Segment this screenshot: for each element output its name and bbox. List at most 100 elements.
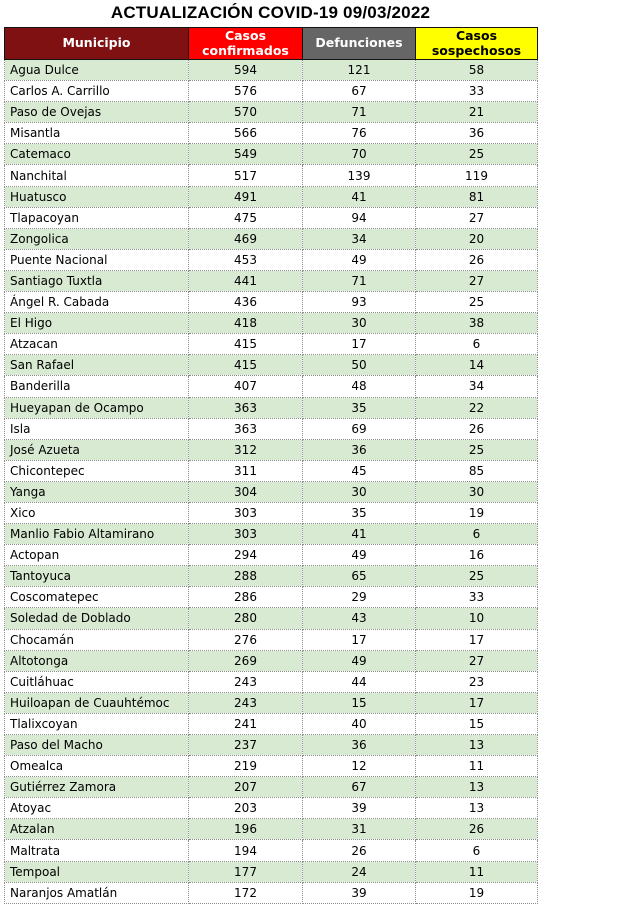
table-row: Omealca 219 12 11 xyxy=(4,755,538,778)
cell-defunciones: 43 xyxy=(302,607,416,630)
cell-sospechosos: 6 xyxy=(415,333,538,356)
table-row: Isla 363 69 26 xyxy=(4,417,538,440)
table-row: Gutiérrez Zamora 207 67 13 xyxy=(4,776,538,799)
table-row: Puente Nacional 453 49 26 xyxy=(4,248,538,271)
cell-sospechosos: 15 xyxy=(415,712,538,736)
table-row: Misantla 566 76 36 xyxy=(4,122,538,145)
table-header-row: Municipio Casos confirmados Defunciones Cas… xyxy=(4,27,538,60)
cell-municipio: Xico xyxy=(4,501,189,525)
cell-sospechosos: 11 xyxy=(415,755,538,778)
cell-defunciones: 29 xyxy=(302,586,416,609)
table-row: Tlalixcoyan 241 40 15 xyxy=(4,712,538,736)
cell-defunciones: 35 xyxy=(302,396,416,419)
cell-confirmados: 286 xyxy=(188,586,303,609)
table-row: Chicontepec 311 45 85 xyxy=(4,459,538,482)
cell-sospechosos: 81 xyxy=(415,185,538,208)
cell-municipio: San Rafael xyxy=(4,354,189,377)
table-row: José Azueta 312 36 25 xyxy=(4,438,538,461)
cell-defunciones: 15 xyxy=(302,691,416,714)
cell-sospechosos: 27 xyxy=(415,649,538,672)
table-row: Huiloapan de Cuauhtémoc 243 15 17 xyxy=(4,691,538,714)
cell-defunciones: 17 xyxy=(302,628,416,651)
table-row: Chocamán 276 17 17 xyxy=(4,628,538,651)
cell-municipio: Yanga xyxy=(4,480,189,503)
cell-defunciones: 50 xyxy=(302,354,416,377)
cell-defunciones: 41 xyxy=(302,523,416,546)
table-row: Manlio Fabio Altamirano 303 41 6 xyxy=(4,523,538,546)
cell-confirmados: 418 xyxy=(188,312,303,335)
cell-defunciones: 49 xyxy=(302,248,416,271)
cell-municipio: Ángel R. Cabada xyxy=(4,291,189,314)
cell-sospechosos: 36 xyxy=(415,122,538,145)
cell-defunciones: 70 xyxy=(302,143,416,166)
table-row: Maltrata 194 26 6 xyxy=(4,839,538,862)
table-row: Carlos A. Carrillo 576 67 33 xyxy=(4,80,538,103)
cell-sospechosos: 13 xyxy=(415,733,538,757)
cell-sospechosos: 19 xyxy=(415,881,538,905)
covid-data-table: Municipio Casos confirmados Defunciones Cas… xyxy=(4,27,538,905)
cell-confirmados: 177 xyxy=(188,860,303,883)
cell-confirmados: 549 xyxy=(188,143,303,166)
cell-municipio: Huatusco xyxy=(4,185,189,208)
cell-sospechosos: 22 xyxy=(415,396,538,419)
cell-municipio: Santiago Tuxtla xyxy=(4,269,189,293)
cell-confirmados: 311 xyxy=(188,459,303,482)
cell-defunciones: 48 xyxy=(302,375,416,398)
cell-defunciones: 40 xyxy=(302,712,416,736)
cell-municipio: Carlos A. Carrillo xyxy=(4,80,189,103)
cell-confirmados: 241 xyxy=(188,712,303,736)
cell-defunciones: 34 xyxy=(302,227,416,250)
cell-confirmados: 363 xyxy=(188,396,303,419)
table-row: Santiago Tuxtla 441 71 27 xyxy=(4,269,538,293)
table-row: Zongolica 469 34 20 xyxy=(4,227,538,250)
cell-sospechosos: 27 xyxy=(415,206,538,229)
cell-sospechosos: 38 xyxy=(415,312,538,335)
table-row: Xico 303 35 19 xyxy=(4,501,538,525)
cell-confirmados: 203 xyxy=(188,797,303,820)
cell-sospechosos: 33 xyxy=(415,586,538,609)
cell-municipio: Atzacan xyxy=(4,333,189,356)
cell-defunciones: 30 xyxy=(302,312,416,335)
table-row: El Higo 418 30 38 xyxy=(4,312,538,335)
cell-confirmados: 280 xyxy=(188,607,303,630)
cell-sospechosos: 27 xyxy=(415,269,538,293)
table-row: Soledad de Doblado 280 43 10 xyxy=(4,607,538,630)
column-header-municipio: Municipio xyxy=(4,27,189,60)
cell-confirmados: 294 xyxy=(188,544,303,567)
cell-municipio: Naranjos Amatlán xyxy=(4,881,189,905)
cell-confirmados: 243 xyxy=(188,670,303,693)
cell-municipio: Misantla xyxy=(4,122,189,145)
cell-confirmados: 363 xyxy=(188,417,303,440)
cell-confirmados: 312 xyxy=(188,438,303,461)
cell-defunciones: 45 xyxy=(302,459,416,482)
cell-sospechosos: 85 xyxy=(415,459,538,482)
table-row: Banderilla 407 48 34 xyxy=(4,375,538,398)
cell-sospechosos: 16 xyxy=(415,544,538,567)
cell-municipio: Atoyac xyxy=(4,797,189,820)
cell-sospechosos: 25 xyxy=(415,438,538,461)
cell-defunciones: 93 xyxy=(302,291,416,314)
cell-municipio: Puente Nacional xyxy=(4,248,189,271)
table-row: Atzacan 415 17 6 xyxy=(4,333,538,356)
cell-municipio: Cuitláhuac xyxy=(4,670,189,693)
cell-sospechosos: 21 xyxy=(415,101,538,124)
cell-defunciones: 49 xyxy=(302,544,416,567)
cell-defunciones: 36 xyxy=(302,733,416,757)
cell-municipio: Catemaco xyxy=(4,143,189,166)
table-row: Atzalan 196 31 26 xyxy=(4,818,538,841)
table-row: Yanga 304 30 30 xyxy=(4,480,538,503)
cell-defunciones: 139 xyxy=(302,164,416,187)
cell-confirmados: 276 xyxy=(188,628,303,651)
table-row: Nanchital 517 139 119 xyxy=(4,164,538,187)
cell-municipio: Tempoal xyxy=(4,860,189,883)
cell-confirmados: 303 xyxy=(188,523,303,546)
cell-municipio: Altotonga xyxy=(4,649,189,672)
table-row: Naranjos Amatlán 172 39 19 xyxy=(4,881,538,905)
column-header-defunciones: Defunciones xyxy=(302,27,416,60)
cell-confirmados: 304 xyxy=(188,480,303,503)
cell-confirmados: 172 xyxy=(188,881,303,905)
cell-sospechosos: 14 xyxy=(415,354,538,377)
cell-confirmados: 576 xyxy=(188,80,303,103)
table-row: Paso del Macho 237 36 13 xyxy=(4,733,538,757)
cell-sospechosos: 30 xyxy=(415,480,538,503)
